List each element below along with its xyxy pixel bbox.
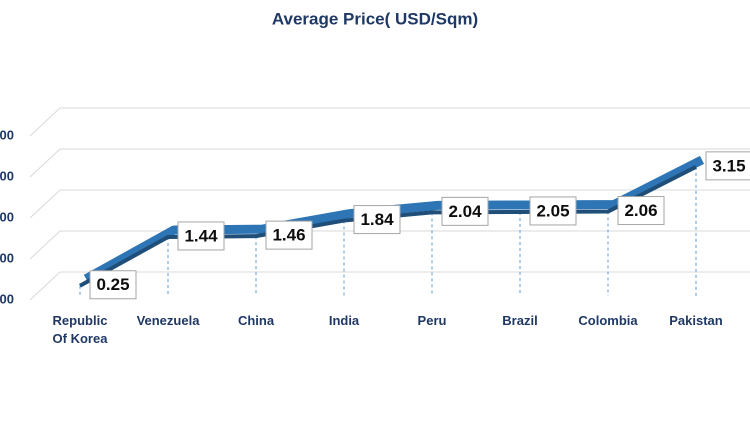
data-label: 1.46 bbox=[272, 226, 305, 245]
data-label-box bbox=[441, 196, 489, 226]
data-label: 1.44 bbox=[184, 226, 218, 245]
x-tick-label: Pakistan bbox=[669, 313, 723, 328]
grid-line bbox=[29, 107, 750, 137]
x-tick-label: China bbox=[237, 313, 275, 328]
y-tick-label: 2.00 bbox=[0, 209, 14, 224]
data-label: 3.15 bbox=[712, 156, 745, 175]
grid-line bbox=[29, 189, 750, 219]
x-tick-label: Peru bbox=[417, 313, 447, 328]
y-tick-label: 1.00 bbox=[0, 250, 14, 265]
y-tick-label: 3.00 bbox=[0, 168, 14, 183]
data-label-box bbox=[617, 196, 665, 226]
chart-title: Average Price( USD/Sqm) bbox=[272, 9, 478, 28]
grid-line bbox=[29, 148, 750, 178]
y-tick-label: 4.00 bbox=[0, 127, 14, 142]
data-label-box bbox=[529, 196, 577, 226]
data-label: 2.06 bbox=[624, 201, 657, 220]
x-tick-label: Venezuela bbox=[136, 313, 200, 328]
x-tick-label: Brazil bbox=[502, 313, 538, 328]
x-tick-label: India bbox=[328, 313, 360, 328]
data-label-box bbox=[705, 151, 750, 181]
y-tick-label: 0.00 bbox=[0, 291, 14, 306]
grid-line bbox=[29, 271, 750, 301]
data-label-box bbox=[89, 270, 137, 300]
data-label: 2.05 bbox=[536, 201, 569, 220]
data-label-box bbox=[177, 221, 225, 251]
x-tick-label: Colombia bbox=[578, 313, 638, 328]
x-tick-label: Republic Of Korea bbox=[52, 313, 108, 346]
data-label: 0.25 bbox=[96, 275, 129, 294]
data-label-box bbox=[265, 220, 313, 250]
data-label-box bbox=[353, 205, 401, 235]
data-label: 2.04 bbox=[448, 202, 482, 221]
data-label: 1.84 bbox=[360, 210, 394, 229]
